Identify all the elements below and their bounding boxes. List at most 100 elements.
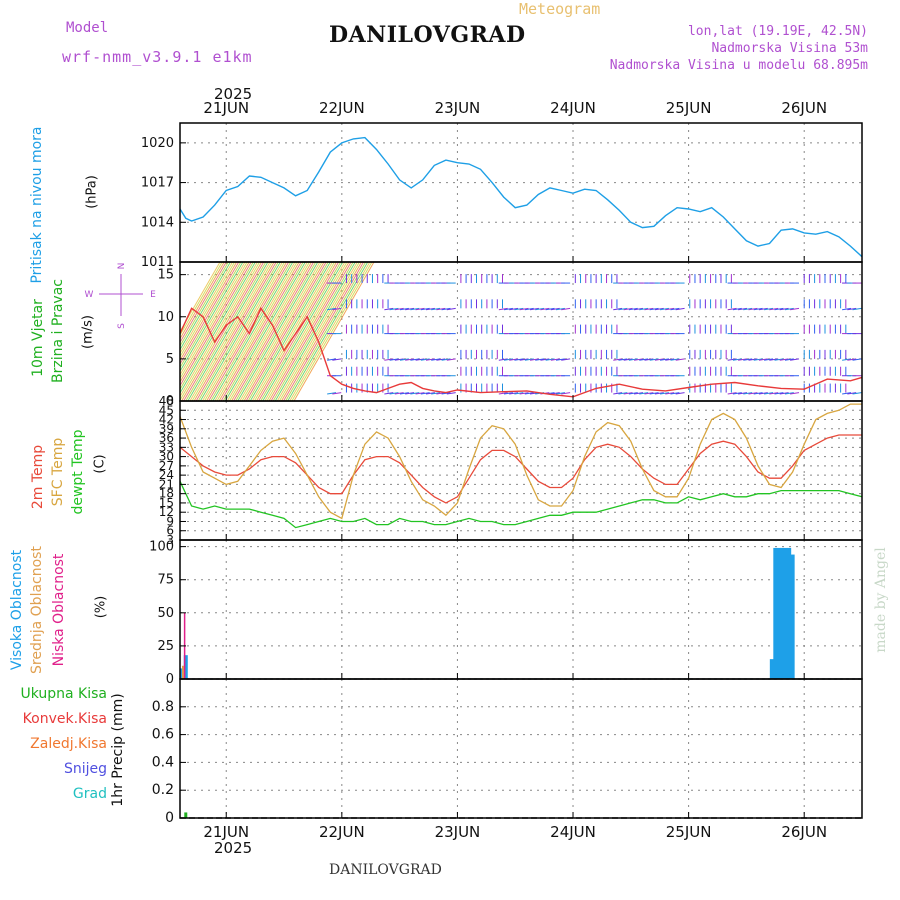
wind-arrow xyxy=(748,307,758,311)
wind-speed-line xyxy=(179,306,863,398)
model-name: wrf-nmm_v3.9.1 e1km xyxy=(62,48,253,66)
wind-arrow xyxy=(524,392,534,395)
wind-barb xyxy=(180,262,238,362)
wind-arrow xyxy=(644,392,654,395)
wind-arrow xyxy=(659,307,670,311)
cloud-ytick-label: 25 xyxy=(157,639,174,654)
wind-arrow xyxy=(514,358,524,361)
wind-barb xyxy=(180,262,223,337)
wind-arrow xyxy=(514,307,524,311)
wind-arrow xyxy=(550,392,560,395)
wind-arrow xyxy=(649,307,659,311)
wind-arrow xyxy=(389,307,399,311)
wind-arrow xyxy=(550,358,560,361)
wind-barb xyxy=(289,262,371,401)
wind-arrow xyxy=(545,307,555,311)
wind-arrow xyxy=(399,358,409,361)
wind-arrow xyxy=(784,307,794,311)
wind-arrow xyxy=(628,392,638,395)
cloud-ytick-label: 50 xyxy=(157,606,174,621)
wind-arrow xyxy=(738,307,748,311)
cloud-bar xyxy=(780,547,785,679)
wind-arrow xyxy=(633,307,644,311)
wind-arrow xyxy=(623,358,633,361)
wind-barb xyxy=(291,262,373,401)
cloud-bar xyxy=(773,547,778,679)
wind-arrow xyxy=(790,392,800,395)
wind-barb xyxy=(180,262,254,391)
wind-arrow xyxy=(384,358,394,361)
temperature-ytick-label: 12 xyxy=(159,505,174,519)
wind-barb xyxy=(283,262,365,401)
wind-arrow xyxy=(774,392,784,395)
wind-barb xyxy=(212,262,294,401)
wind-arrow xyxy=(327,392,337,395)
temperature-ytick-label: 39 xyxy=(159,422,174,436)
wind-barb xyxy=(201,262,283,401)
temperature-ytick-label: 36 xyxy=(159,431,174,445)
wind-barb xyxy=(180,262,227,344)
wind-barb xyxy=(180,262,229,347)
wind-arrow xyxy=(524,358,534,361)
wind-arrow xyxy=(436,307,446,311)
wind-arrow xyxy=(613,307,623,311)
wind-arrow xyxy=(415,307,425,311)
wind-barb xyxy=(197,262,279,401)
wind-arrow xyxy=(670,358,680,361)
wind-arrow xyxy=(618,358,628,361)
wind-arrow xyxy=(852,307,862,311)
cloud-ytick-label: 100 xyxy=(149,540,174,555)
cloud-bar xyxy=(769,659,774,679)
pressure-ytick-label: 1017 xyxy=(141,176,174,191)
wind-arrow xyxy=(425,392,435,395)
temperature-ytick-label: 18 xyxy=(159,487,174,501)
compass-n: N xyxy=(117,263,127,270)
wind-barb xyxy=(204,262,285,401)
wind-barb xyxy=(180,262,233,355)
wind-arrow xyxy=(613,392,623,395)
cloud-bar xyxy=(181,665,185,679)
temperature-ytick-label: 21 xyxy=(159,477,174,491)
wind-arrow xyxy=(555,392,566,395)
wind-barb xyxy=(276,262,358,401)
precip-legend-total: Ukupna Kisa xyxy=(20,686,107,702)
wind-arrow xyxy=(659,392,670,395)
precip-frame xyxy=(179,678,863,819)
wind-arrow xyxy=(633,358,644,361)
wind-arrow xyxy=(654,392,664,395)
wind-arrow xyxy=(779,358,789,361)
wind-arrow xyxy=(509,307,519,311)
wind-arrow xyxy=(503,392,513,395)
wind-barb xyxy=(222,262,304,401)
wind-arrow xyxy=(758,392,768,395)
temperature-frame xyxy=(179,400,863,541)
wind-arrow xyxy=(503,358,513,361)
wind-barb xyxy=(180,262,221,333)
wind-arrow xyxy=(561,358,571,361)
wind-arrow xyxy=(509,358,519,361)
wind-arrow xyxy=(431,392,441,395)
wind-arrow xyxy=(498,358,508,361)
wind-barb xyxy=(281,262,362,401)
cloud-bar xyxy=(183,655,188,679)
wind-arrow xyxy=(425,307,435,311)
wind-barb xyxy=(180,262,244,373)
wind-arrow xyxy=(545,358,555,361)
wind-arrow xyxy=(639,307,649,311)
wind-arrow xyxy=(529,358,539,361)
x-tick-label-bottom: 25JUN xyxy=(666,823,712,841)
wind-arrow xyxy=(779,307,789,311)
cloud-ytick-label: 75 xyxy=(157,573,174,588)
wind-arrow xyxy=(644,307,654,311)
temperature-ytick-label: 6 xyxy=(166,524,174,538)
wind-arrow xyxy=(420,392,430,395)
wind-arrow xyxy=(613,358,623,361)
pressure-ytick-label: 1014 xyxy=(141,215,174,230)
wind-barb xyxy=(180,262,260,401)
wind-arrow xyxy=(769,307,779,311)
wind-barb xyxy=(195,262,277,401)
wind-arrow xyxy=(852,358,862,361)
wind-barb xyxy=(180,262,242,369)
temperature-ytick-label: 48 xyxy=(159,394,174,408)
wind-arrow xyxy=(618,307,628,311)
